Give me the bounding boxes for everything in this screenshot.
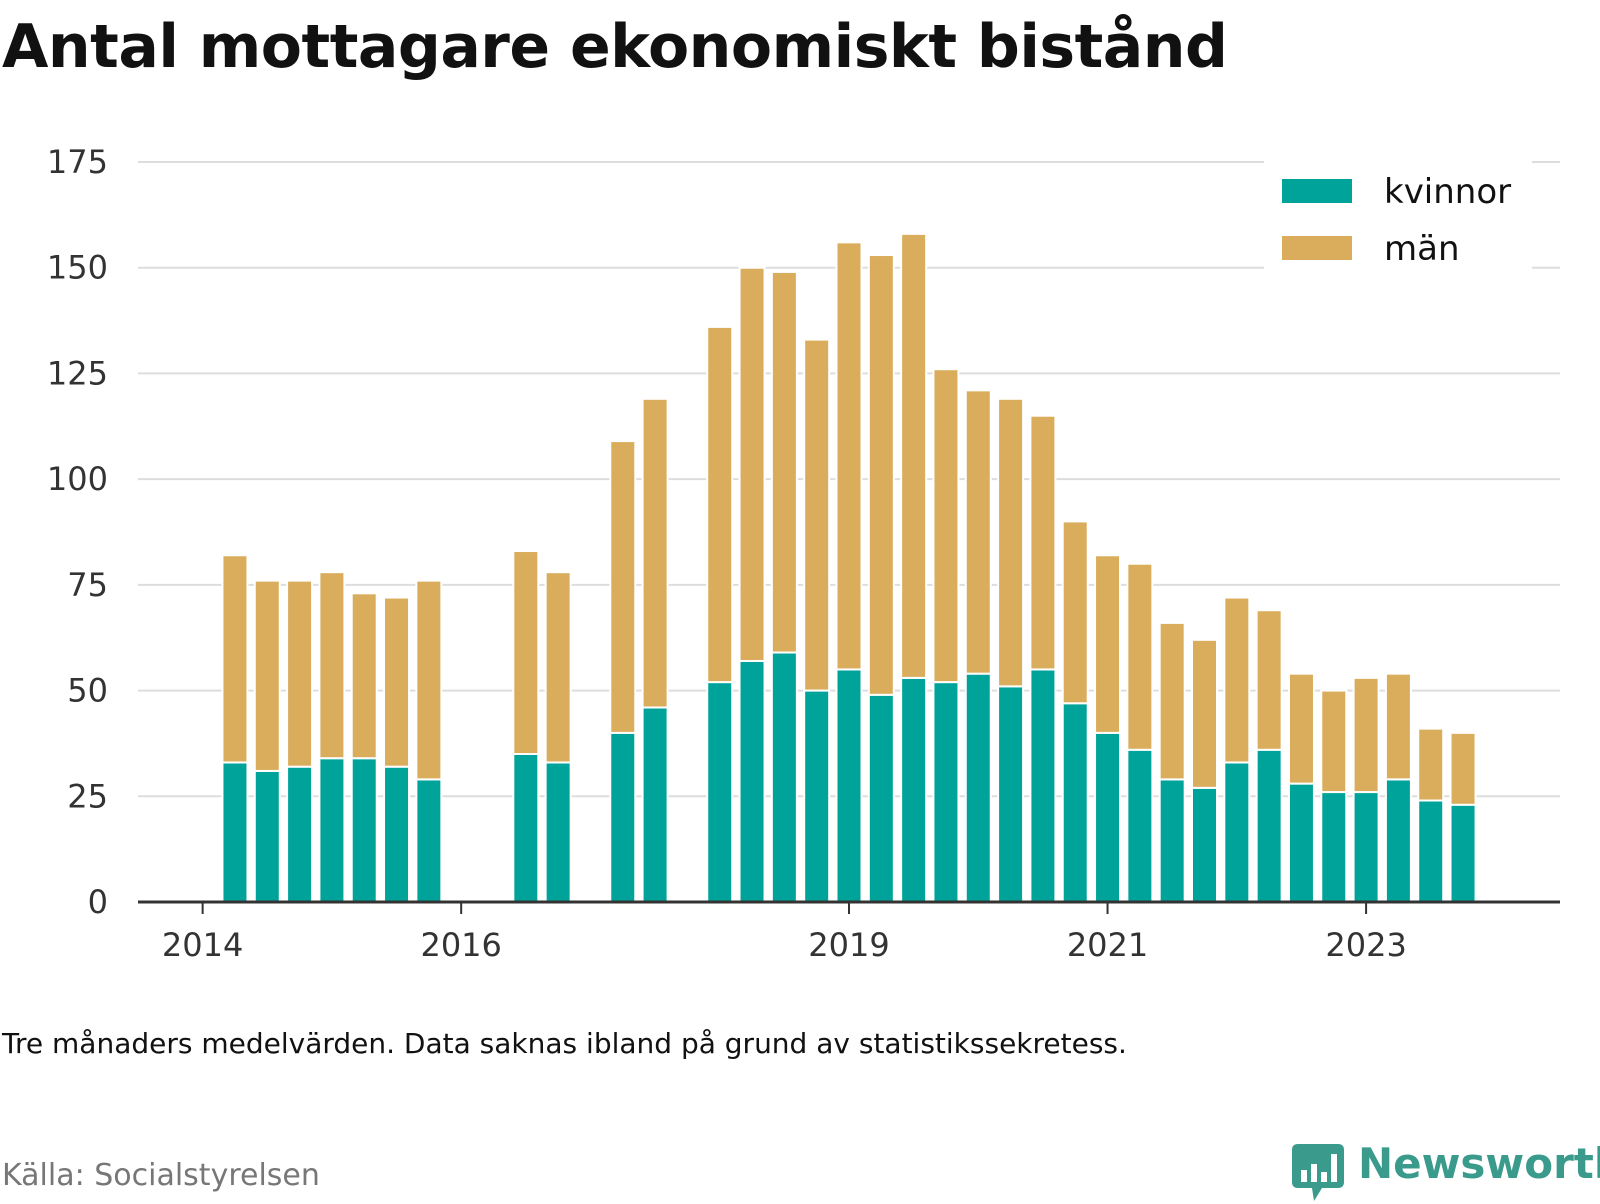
bar-kvinnor: [415, 778, 443, 903]
chart-footnote: Tre månaders medelvärden. Data saknas ib…: [2, 1027, 1127, 1060]
bar-kvinnor: [1061, 702, 1089, 903]
bar-man: [221, 554, 249, 764]
bar-man: [803, 338, 831, 692]
bar-kvinnor: [1384, 778, 1412, 903]
bar-kvinnor: [1126, 748, 1154, 903]
bar-man: [544, 571, 572, 764]
bar-kvinnor: [835, 668, 863, 904]
bar-kvinnor: [1449, 803, 1477, 903]
bar-man: [350, 592, 378, 760]
bar-kvinnor: [997, 685, 1025, 903]
bar-kvinnor: [1029, 668, 1057, 904]
bar-man: [770, 270, 798, 654]
bar-kvinnor: [1255, 748, 1283, 903]
bar-man: [1029, 414, 1057, 671]
bar-man: [1449, 731, 1477, 806]
legend-swatch-kvinnor: [1282, 179, 1352, 203]
bar-man: [415, 579, 443, 781]
x-tick-label: 2023: [1325, 926, 1406, 964]
bar-man: [609, 440, 637, 734]
bar-man: [997, 397, 1025, 688]
bar-kvinnor: [964, 672, 992, 904]
bar-man: [1094, 554, 1122, 734]
bar-man: [1158, 621, 1186, 781]
bar-kvinnor: [253, 769, 281, 904]
newsworthy-logo-icon: [1292, 1144, 1344, 1201]
y-tick-label: 0: [88, 883, 108, 921]
stacked-bar-chart: 0 25 50 75 100 125 150 175 2014 2016 2019 2021 2023…: [47, 143, 1560, 964]
brand-logo[interactable]: Newsworthy: [1292, 1140, 1600, 1204]
x-tick-label: 2016: [420, 926, 501, 964]
legend-swatch-man: [1282, 236, 1352, 260]
y-tick-label: 75: [67, 566, 108, 604]
source-credit: Källa: Socialstyrelsen: [2, 1158, 320, 1193]
bar-kvinnor: [286, 765, 314, 904]
bar-kvinnor: [770, 651, 798, 903]
x-axis: [138, 900, 1560, 914]
bar-man: [253, 579, 281, 772]
bar-man: [1191, 638, 1218, 789]
y-tick-label: 25: [67, 777, 108, 815]
bar-man: [900, 232, 928, 679]
bar-kvinnor: [609, 731, 637, 903]
bar-man: [835, 241, 863, 671]
bar-man: [964, 389, 992, 675]
bar-kvinnor: [803, 689, 831, 903]
legend-label-man: män: [1384, 229, 1460, 269]
bar-man: [738, 266, 766, 662]
chart-title: Antal mottagare ekonomiskt bistånd: [2, 12, 1228, 82]
x-tick-label: 2019: [808, 926, 889, 964]
bar-kvinnor: [512, 753, 540, 903]
bar-kvinnor: [221, 761, 249, 904]
x-tick-label: 2021: [1067, 926, 1148, 964]
bar-man: [1255, 609, 1283, 751]
bar-kvinnor: [1287, 782, 1315, 903]
legend-label-kvinnor: kvinnor: [1384, 172, 1511, 212]
bar-kvinnor: [1320, 791, 1348, 903]
bar-man: [383, 596, 411, 768]
bar-kvinnor: [706, 681, 734, 903]
bar-kvinnor: [1191, 786, 1218, 903]
bar-man: [1352, 676, 1380, 794]
bar-kvinnor: [1352, 791, 1380, 903]
bar-kvinnor: [544, 761, 572, 904]
bar-man: [1287, 672, 1315, 785]
bar-kvinnor: [383, 765, 411, 904]
bar-kvinnor: [1158, 778, 1186, 903]
bars: [221, 232, 1477, 904]
y-tick-label: 175: [47, 143, 108, 181]
bar-man: [318, 571, 346, 760]
bar-man: [286, 579, 314, 768]
bar-man: [1223, 596, 1251, 764]
bar-kvinnor: [738, 659, 766, 903]
bar-man: [867, 254, 895, 696]
bar-man: [1126, 562, 1154, 751]
y-axis-tick-labels: 0 25 50 75 100 125 150 175: [47, 143, 108, 921]
x-tick-label: 2014: [162, 926, 243, 964]
y-tick-label: 100: [47, 460, 108, 498]
bar-man: [641, 397, 669, 709]
bar-man: [512, 550, 540, 755]
bar-man: [1417, 727, 1445, 802]
bar-kvinnor: [318, 757, 346, 903]
y-tick-label: 150: [47, 249, 108, 287]
bar-kvinnor: [867, 693, 895, 903]
bar-kvinnor: [350, 757, 378, 903]
legend: kvinnor män: [1264, 158, 1532, 270]
bar-kvinnor: [932, 681, 960, 903]
bar-kvinnor: [1094, 731, 1122, 903]
bar-man: [1320, 689, 1348, 794]
bar-kvinnor: [1223, 761, 1251, 904]
bar-man: [1061, 520, 1089, 705]
bar-man: [932, 368, 960, 684]
y-tick-label: 50: [67, 672, 108, 710]
bar-man: [1384, 672, 1412, 781]
bar-kvinnor: [900, 676, 928, 904]
bar-kvinnor: [1417, 799, 1445, 903]
bar-kvinnor: [641, 706, 669, 903]
y-tick-label: 125: [47, 354, 108, 392]
x-axis-tick-labels: 2014 2016 2019 2021 2023: [162, 926, 1407, 964]
brand-name: Newsworthy: [1358, 1139, 1600, 1188]
bar-man: [706, 325, 734, 684]
